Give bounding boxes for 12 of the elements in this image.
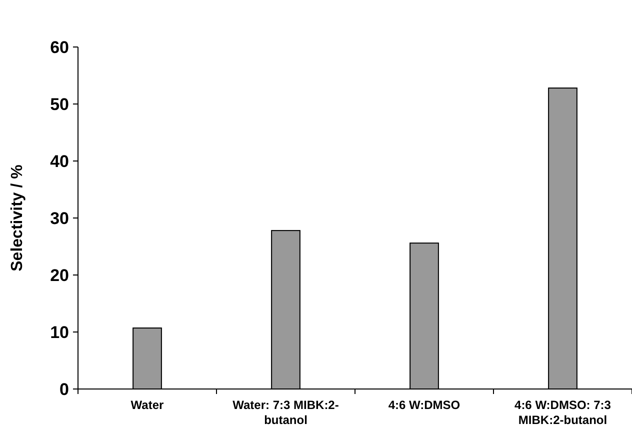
y-tick-label: 50: [50, 94, 69, 114]
y-tick-label: 20: [50, 266, 69, 285]
x-tick-label: 4:6 W:DMSO: 7:3 MIBK:2-butanol: [514, 398, 612, 427]
y-tick-label: 30: [50, 208, 69, 228]
y-tick-label: 60: [50, 38, 69, 57]
y-tick-label: 10: [50, 322, 69, 342]
x-tick-label: Water: [130, 398, 164, 412]
y-tick-label: 40: [50, 152, 69, 171]
x-tick-label: Water: 7:3 MIBK:2-butanol: [232, 398, 339, 427]
y-axis-title: Selectivity / %: [9, 164, 26, 272]
y-tick-label: 0: [60, 380, 69, 399]
x-tick-label: 4:6 W:DMSO: [388, 398, 460, 412]
